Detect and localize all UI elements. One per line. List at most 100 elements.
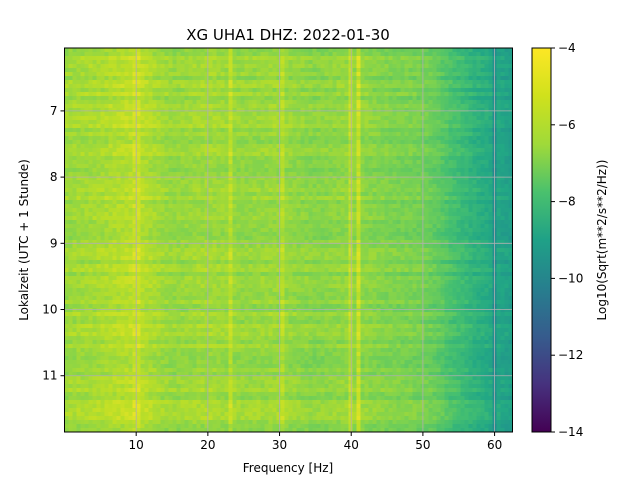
heatmap-cell	[204, 96, 209, 101]
heatmap-cell	[172, 288, 177, 293]
heatmap-cell	[208, 72, 213, 77]
heatmap-cell	[272, 52, 277, 57]
heatmap-cell	[184, 48, 189, 53]
heatmap-cell	[168, 260, 173, 265]
heatmap-cell	[116, 68, 121, 73]
heatmap-cell	[84, 384, 89, 389]
heatmap-cell	[100, 188, 105, 193]
heatmap-cell	[256, 72, 261, 77]
heatmap-cell	[192, 168, 197, 173]
heatmap-cell	[268, 300, 273, 305]
heatmap-cell	[256, 56, 261, 61]
heatmap-cell	[96, 236, 101, 241]
heatmap-cell	[152, 260, 157, 265]
heatmap-cell	[80, 264, 85, 269]
heatmap-cell	[244, 96, 249, 101]
heatmap-cell	[92, 84, 97, 89]
heatmap-cell	[244, 124, 249, 129]
heatmap-cell	[240, 292, 245, 297]
heatmap-cell	[88, 416, 93, 421]
heatmap-cell	[236, 280, 241, 285]
heatmap-cell	[268, 132, 273, 137]
heatmap-cell	[216, 140, 221, 145]
heatmap-cell	[264, 172, 269, 177]
heatmap-cell	[120, 180, 125, 185]
heatmap-cell	[64, 256, 69, 261]
heatmap-cell	[248, 300, 253, 305]
heatmap-cell	[192, 368, 197, 373]
heatmap-cell	[128, 56, 133, 61]
heatmap-cell	[248, 392, 253, 397]
heatmap-cell	[76, 204, 81, 209]
heatmap-cell	[260, 312, 265, 317]
heatmap-cell	[228, 248, 233, 253]
heatmap-cell	[112, 124, 117, 129]
heatmap-cell	[176, 84, 181, 89]
heatmap-cell	[220, 124, 225, 129]
heatmap-cell	[268, 96, 273, 101]
heatmap-cell	[124, 356, 129, 361]
heatmap-cell	[232, 284, 237, 289]
heatmap-cell	[116, 72, 121, 77]
heatmap-cell	[164, 216, 169, 221]
heatmap-cell	[248, 164, 253, 169]
heatmap-cell	[240, 280, 245, 285]
heatmap-cell	[96, 420, 101, 425]
heatmap-cell	[256, 172, 261, 177]
heatmap-cell	[168, 380, 173, 385]
heatmap-cell	[84, 128, 89, 133]
heatmap-cell	[228, 224, 233, 229]
heatmap-cell	[96, 352, 101, 357]
heatmap-cell	[204, 252, 209, 257]
heatmap-cell	[268, 192, 273, 197]
heatmap-cell	[156, 416, 161, 421]
heatmap-cell	[96, 48, 101, 53]
heatmap-cell	[92, 180, 97, 185]
heatmap-cell	[64, 116, 69, 121]
heatmap-cell	[96, 240, 101, 245]
heatmap-cell	[92, 340, 97, 345]
heatmap-cell	[244, 324, 249, 329]
heatmap-cell	[208, 220, 213, 225]
heatmap-cell	[196, 100, 201, 105]
heatmap-cell	[100, 76, 105, 81]
heatmap-cell	[268, 308, 273, 313]
heatmap-cell	[124, 204, 129, 209]
heatmap-cell	[224, 120, 229, 125]
heatmap-cell	[104, 412, 109, 417]
heatmap-cell	[112, 388, 117, 393]
heatmap-cell	[96, 228, 101, 233]
heatmap-cell	[208, 124, 213, 129]
heatmap-cell	[224, 392, 229, 397]
heatmap-cell	[84, 144, 89, 149]
heatmap-cell	[176, 380, 181, 385]
heatmap-cell	[192, 224, 197, 229]
heatmap-cell	[160, 420, 165, 425]
heatmap-cell	[224, 356, 229, 361]
heatmap-cell	[80, 68, 85, 73]
heatmap-cell	[208, 212, 213, 217]
heatmap-cell	[108, 100, 113, 105]
heatmap-cell	[64, 104, 69, 109]
heatmap-cell	[180, 56, 185, 61]
heatmap-cell	[140, 76, 145, 81]
heatmap-cell	[216, 208, 221, 213]
heatmap-cell	[252, 384, 257, 389]
heatmap-cell	[236, 296, 241, 301]
heatmap-cell	[128, 292, 133, 297]
heatmap-cell	[220, 272, 225, 277]
heatmap-cell	[240, 336, 245, 341]
heatmap-cell	[64, 140, 69, 145]
heatmap-cell	[76, 140, 81, 145]
heatmap-cell	[184, 284, 189, 289]
heatmap-cell	[172, 100, 177, 105]
heatmap-cell	[188, 64, 193, 69]
heatmap-cell	[156, 96, 161, 101]
heatmap-cell	[88, 156, 93, 161]
heatmap-cell	[220, 112, 225, 117]
heatmap-cell	[264, 284, 269, 289]
heatmap-cell	[68, 160, 73, 165]
heatmap-cell	[196, 256, 201, 261]
heatmap-cell	[116, 240, 121, 245]
heatmap-cell	[168, 348, 173, 353]
